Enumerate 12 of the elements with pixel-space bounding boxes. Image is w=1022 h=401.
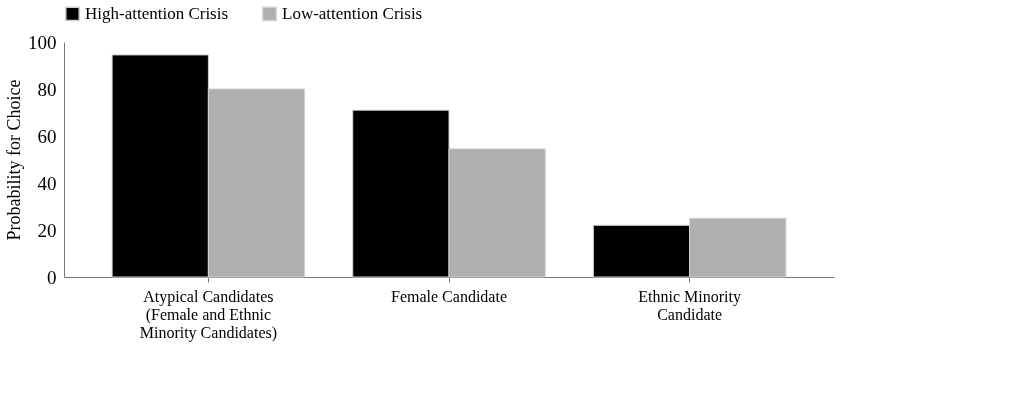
legend-label: Low-attention Crisis <box>282 3 423 23</box>
y-tick-label: 80 <box>37 78 57 100</box>
y-tick-label: 60 <box>37 125 57 147</box>
y-tick-label: 20 <box>37 219 57 241</box>
y-tick-label: 0 <box>47 266 57 288</box>
x-tick-label: Ethnic Minority Candidate <box>638 287 741 323</box>
x-tick-label: Atypical Candidates (Female and Ethnic Minority Candidates) <box>139 287 278 342</box>
y-tick-label: 100 <box>28 31 57 53</box>
y-tick-label: 40 <box>37 172 57 194</box>
x-tick-label: Female Candidate <box>391 287 507 305</box>
legend-label: High-attention Crisis <box>85 3 229 23</box>
y-axis-title: Probability for Choice <box>4 79 24 241</box>
